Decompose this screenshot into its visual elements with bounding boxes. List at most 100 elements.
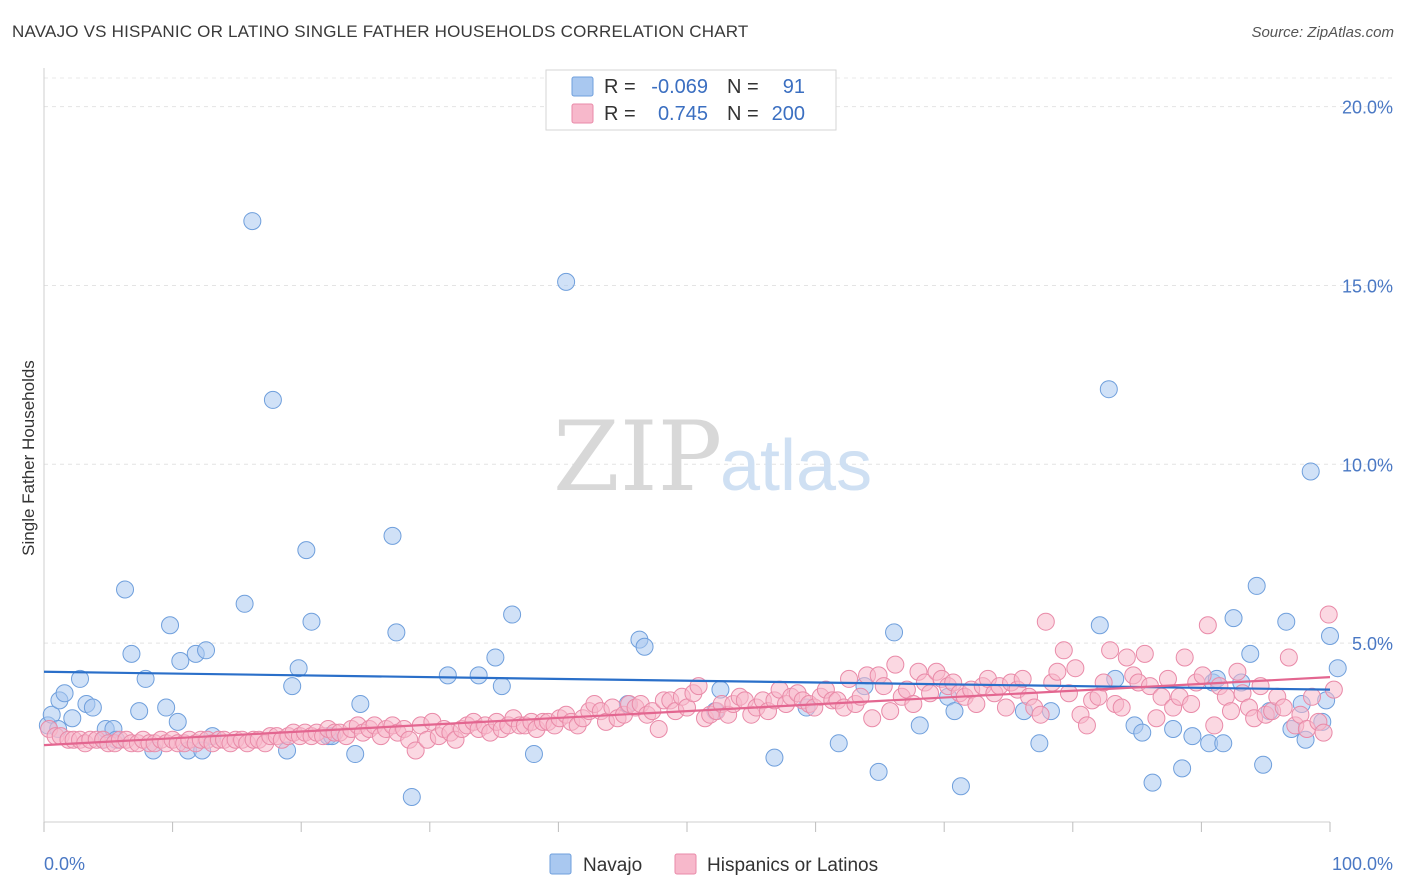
y-tick-label: 5.0% — [1352, 634, 1393, 654]
data-point — [945, 702, 964, 721]
trend-line-hispanic — [43, 676, 1331, 747]
data-point — [840, 669, 859, 688]
data-point — [283, 677, 302, 696]
x-tick-label-right: 100.0% — [1332, 854, 1393, 874]
data-point — [243, 212, 262, 231]
data-point — [1301, 462, 1320, 481]
data-point — [869, 762, 888, 781]
legend-box: R = -0.069 N = 91 R = 0.745 N = 200 — [545, 69, 837, 131]
legend-swatch-hispanic — [571, 103, 594, 124]
data-point — [168, 712, 187, 731]
data-point — [1314, 723, 1333, 742]
data-point — [263, 390, 282, 409]
data-point — [116, 580, 135, 599]
data-point — [863, 709, 882, 728]
data-point — [1175, 648, 1194, 667]
data-point — [557, 272, 576, 291]
data-point — [1164, 720, 1183, 738]
legend-r-value-hispanic: 0.745 — [658, 103, 708, 125]
data-point — [438, 666, 457, 685]
legend-r-label-navajo: R = — [604, 76, 636, 98]
data-point — [1247, 576, 1266, 595]
data-point — [1221, 702, 1240, 721]
data-point — [829, 734, 848, 753]
bottom-legend-swatch-navajo — [549, 853, 572, 875]
data-point — [55, 684, 74, 703]
data-point — [383, 526, 402, 545]
data-point — [289, 659, 308, 678]
legend-n-value-hispanic: 200 — [772, 103, 805, 125]
x-tick-label-left: 0.0% — [44, 854, 85, 874]
data-point — [235, 594, 254, 613]
y-tick-label: 15.0% — [1342, 276, 1393, 296]
data-point — [1135, 644, 1154, 663]
data-point — [1205, 716, 1224, 735]
chart-title: NAVAJO VS HISPANIC OR LATINO SINGLE FATH… — [12, 22, 749, 41]
legend-swatch-navajo — [571, 76, 594, 97]
bottom-legend-label-hispanic: Hispanics or Latinos — [707, 855, 878, 876]
data-point — [83, 698, 102, 717]
data-point — [486, 648, 505, 667]
data-point — [157, 698, 176, 717]
legend-r-label-hispanic: R = — [604, 103, 636, 125]
data-point — [1254, 755, 1273, 774]
data-point — [1013, 669, 1032, 688]
source-label: Source: ZipAtlas.com — [1251, 24, 1394, 41]
data-point — [1182, 694, 1201, 713]
y-axis-label: Single Father Households — [19, 360, 38, 556]
data-point — [1059, 684, 1078, 703]
data-point — [1277, 612, 1296, 631]
data-point — [130, 702, 149, 721]
data-point — [1319, 605, 1338, 624]
data-point — [1147, 709, 1166, 728]
data-point — [1328, 659, 1347, 678]
data-point — [1066, 659, 1085, 678]
gridlines — [44, 77, 1393, 644]
data-point — [1031, 705, 1050, 724]
data-point — [1241, 644, 1260, 663]
data-points — [38, 212, 1347, 806]
data-point — [122, 644, 141, 663]
data-point — [643, 702, 662, 721]
data-point — [406, 741, 425, 760]
data-point — [1224, 609, 1243, 628]
watermark-zip: ZIP — [553, 401, 722, 513]
bottom-legend: Navajo Hispanics or Latinos — [549, 853, 878, 876]
data-point — [387, 623, 406, 642]
data-point — [469, 666, 488, 685]
data-point — [1036, 612, 1055, 631]
data-point — [1228, 662, 1247, 681]
data-point — [297, 541, 316, 560]
data-point — [1048, 662, 1067, 681]
data-point — [1117, 648, 1136, 667]
data-point — [635, 637, 654, 656]
data-point — [136, 669, 155, 688]
data-point — [1183, 727, 1202, 746]
data-point — [402, 787, 421, 806]
bottom-legend-swatch-hispanic — [674, 853, 697, 875]
data-point — [1198, 616, 1217, 635]
legend-r-value-navajo: -0.069 — [651, 76, 708, 98]
data-point — [71, 669, 90, 688]
data-point — [492, 677, 511, 696]
data-point — [1054, 641, 1073, 660]
data-point — [63, 709, 82, 728]
data-point — [649, 720, 668, 738]
watermark-atlas: atlas — [720, 426, 872, 506]
data-point — [161, 616, 180, 635]
y-tick-label: 10.0% — [1342, 455, 1393, 475]
data-point — [524, 745, 543, 764]
data-point — [1279, 648, 1298, 667]
data-point — [346, 745, 365, 764]
data-point — [351, 694, 370, 713]
data-point — [885, 623, 904, 642]
data-point — [886, 655, 905, 674]
data-point — [910, 716, 929, 735]
data-point — [302, 612, 321, 631]
data-point — [1099, 380, 1118, 399]
data-point — [1077, 716, 1096, 735]
data-point — [1173, 759, 1192, 778]
data-point — [1112, 698, 1131, 717]
y-tick-label: 20.0% — [1342, 98, 1393, 118]
